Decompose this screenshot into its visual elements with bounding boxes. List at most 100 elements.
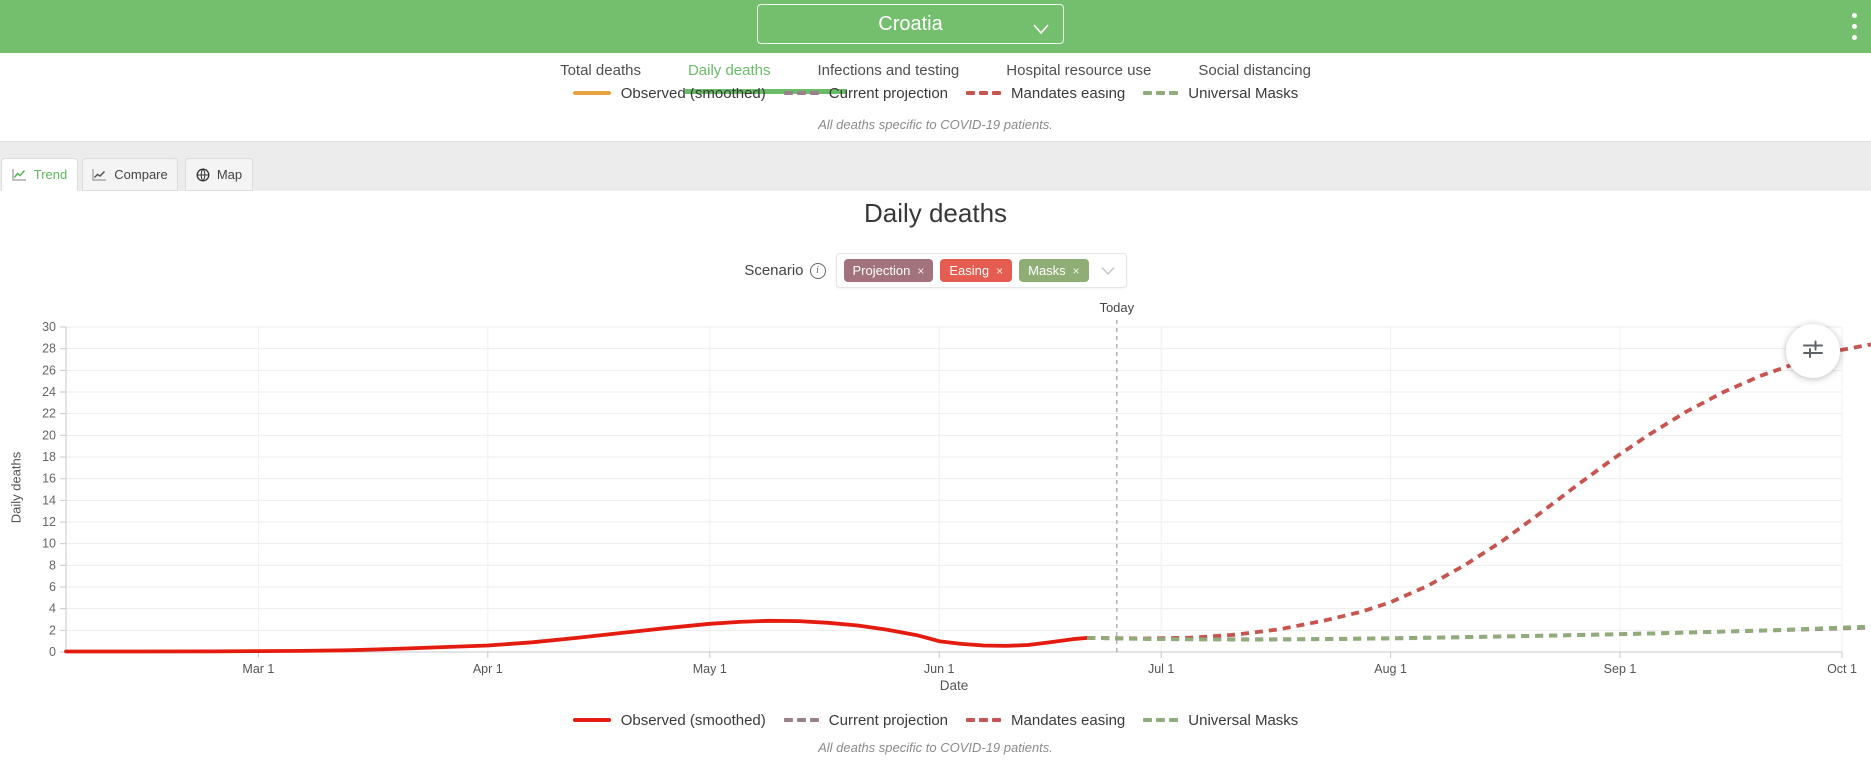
legend-label: Current projection: [828, 88, 949, 102]
x-tick-label: Oct 1: [1827, 662, 1857, 676]
legend-item-mandates-easing: Mandates easing: [966, 88, 1125, 102]
y-tick-label: 18: [42, 450, 56, 464]
globe-icon: [196, 168, 210, 182]
legend-item-universal-masks: Universal Masks: [1143, 712, 1298, 729]
today-label: Today: [1099, 300, 1134, 315]
series-observed-smoothed: [64, 618, 1090, 654]
info-icon[interactable]: i: [809, 262, 826, 279]
tag-remove-icon[interactable]: ×: [1072, 263, 1080, 278]
scenario-label: Scenario i: [744, 262, 826, 279]
x-tick-label: Jun 1: [924, 662, 955, 676]
y-tick-label: 26: [42, 363, 56, 377]
nav-tabs: Total deaths Daily deaths Infections and t…: [0, 53, 1871, 88]
chevron-down-icon: [1032, 18, 1050, 41]
legend-label: Mandates easing: [1011, 711, 1126, 729]
y-tick-label: 16: [42, 472, 56, 486]
legend-label: Mandates easing: [1011, 88, 1126, 102]
legend-item-observed-smoothed: Observed (smoothed): [572, 711, 766, 729]
y-tick-label: 10: [42, 537, 56, 551]
tab-trend[interactable]: Trend: [1, 158, 78, 191]
today-marker: Today: [1099, 300, 1135, 652]
x-tick-label: Aug 1: [1374, 662, 1407, 676]
y-tick-label: 20: [42, 428, 56, 442]
tag-remove-icon[interactable]: ×: [996, 263, 1004, 278]
y-tick-label: 30: [42, 320, 56, 334]
compare-icon: [92, 168, 107, 181]
location-select[interactable]: Croatia: [757, 4, 1064, 44]
tag-easing[interactable]: Easing ×: [940, 259, 1013, 282]
tag-label: Masks: [1028, 263, 1066, 278]
x-tick-label: Mar 1: [242, 662, 274, 676]
sliders-icon: [1800, 336, 1826, 367]
legend-swatch: [966, 718, 1002, 722]
top-legend: Observed (smoothed) Current projection Man…: [0, 88, 1871, 104]
chart-note-bottom: All deaths specific to COVID-19 patients…: [818, 740, 1053, 755]
tag-label: Easing: [949, 263, 990, 278]
location-label: Croatia: [878, 12, 943, 35]
series-universal-masks: [1087, 624, 1871, 642]
x-tick-label: Sep 1: [1604, 662, 1637, 676]
y-tick-label: 2: [49, 623, 56, 637]
tab-compare[interactable]: Compare: [82, 158, 178, 191]
legend-swatch: [783, 718, 819, 722]
chart-title: Daily deaths: [863, 198, 1008, 228]
tag-remove-icon[interactable]: ×: [917, 263, 925, 278]
x-axis-title: Date: [940, 678, 969, 693]
chart-note-top: All deaths specific to COVID-19 patients…: [818, 117, 1053, 132]
tag-label: Projection: [852, 263, 911, 278]
bottom-legend-wrap: Observed (smoothed) Current projection Man…: [0, 709, 1871, 731]
y-tick-label: 4: [49, 602, 56, 616]
header-bar: Croatia: [0, 0, 1871, 53]
tab-map[interactable]: Map: [185, 158, 253, 191]
legend-swatch: [1143, 718, 1179, 722]
tag-projection[interactable]: Projection ×: [843, 259, 934, 282]
legend-item-mandates-easing: Mandates easing: [966, 712, 1125, 729]
tag-masks[interactable]: Masks ×: [1019, 259, 1089, 282]
scenario-select[interactable]: Projection × Easing × Masks ×: [835, 253, 1127, 288]
nav-tab-social-distancing[interactable]: Social distancing: [1198, 62, 1311, 79]
legend-item-current-projection: Current projection: [783, 88, 949, 102]
chart-settings-button[interactable]: [1786, 324, 1840, 378]
legend-swatch: [1143, 91, 1179, 95]
legend-swatch: [572, 718, 611, 722]
nav-tab-total-deaths[interactable]: Total deaths: [560, 62, 641, 79]
nav-tab-hospital-resource-use[interactable]: Hospital resource use: [1006, 62, 1152, 79]
legend-label: Current projection: [828, 711, 949, 729]
series-mandates-easing: [1087, 342, 1871, 641]
legend-label: Universal Masks: [1188, 711, 1299, 729]
trend-icon: [12, 168, 27, 181]
legend-item-observed-smoothed: Observed (smoothed): [572, 88, 766, 102]
y-tick-label: 24: [42, 385, 56, 399]
kebab-menu-icon[interactable]: [1850, 11, 1859, 42]
nav-tab-daily-deaths[interactable]: Daily deaths: [687, 62, 771, 79]
y-tick-label: 12: [42, 515, 56, 529]
tab-label: Trend: [33, 167, 68, 182]
y-tick-label: 8: [49, 558, 56, 572]
y-tick-label: 28: [42, 342, 56, 356]
legend-label: Observed (smoothed): [620, 88, 766, 102]
bottom-legend: Observed (smoothed) Current projection Man…: [0, 709, 1871, 731]
legend-item-current-projection: Current projection: [783, 711, 949, 729]
x-tick-label: Apr 1: [473, 662, 503, 676]
x-tick-label: Jul 1: [1148, 662, 1174, 676]
legend-swatch: [572, 91, 611, 95]
section-divider: [0, 141, 1871, 142]
legend-swatch: [966, 91, 1002, 95]
scenario-row: Scenario i Projection × Easing × Masks ×: [0, 253, 1871, 288]
y-tick-label: 6: [49, 580, 56, 594]
legend-item-universal-masks: Universal Masks: [1143, 88, 1298, 102]
legend-label: Observed (smoothed): [620, 711, 766, 729]
legend-swatch: [783, 91, 819, 95]
view-tabs: Trend Compare Map: [0, 142, 1871, 191]
nav-tab-infections-and-testing[interactable]: Infections and testing: [817, 62, 960, 79]
y-tick-label: 14: [42, 493, 56, 507]
active-tab-underline: [685, 89, 847, 94]
tab-label: Map: [216, 167, 243, 182]
y-tick-label: 0: [49, 645, 56, 659]
select-chevron-icon[interactable]: [1100, 266, 1116, 276]
x-tick-label: May 1: [693, 662, 727, 676]
top-legend-clipped: Observed (smoothed) Current projection Man…: [0, 88, 1871, 105]
